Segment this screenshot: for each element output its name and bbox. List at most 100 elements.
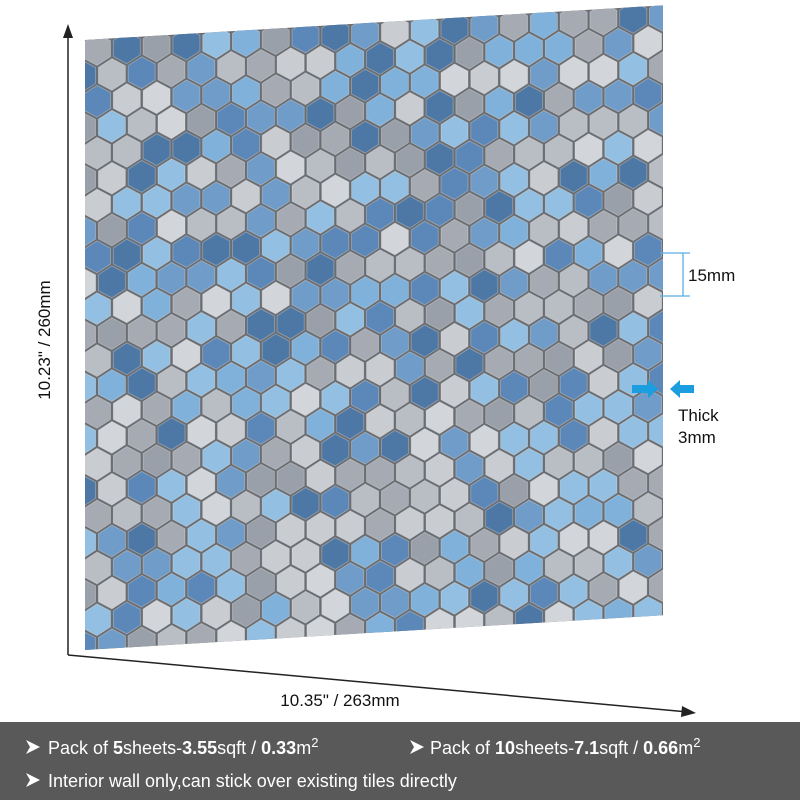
hex-tile: [246, 204, 275, 238]
hex-tile: [231, 24, 260, 57]
hex-tile: [97, 628, 126, 650]
text: 7.1: [574, 738, 599, 758]
hex-tile: [485, 242, 514, 276]
hex-tile: [425, 504, 454, 538]
hex-tile: [589, 54, 618, 88]
hex-tile: [515, 396, 543, 429]
hex-tile: [395, 506, 424, 540]
hex-tile: [306, 408, 335, 442]
hex-tile: [231, 335, 260, 369]
hex-tile: [172, 235, 201, 268]
hex-tile: [202, 285, 231, 318]
bullet: [26, 740, 40, 754]
hex-tile: [455, 347, 484, 381]
hex-tile: [544, 238, 573, 272]
hex-tile: [574, 340, 603, 374]
hex-tile: [544, 135, 573, 168]
hex-tile: [261, 488, 290, 522]
text: 10: [495, 738, 515, 758]
hex-tile: [425, 193, 454, 227]
hex-tile: [291, 435, 320, 469]
hex-tile: [604, 494, 633, 528]
hex-tile: [455, 88, 484, 122]
hex-tile: [261, 385, 290, 419]
hex-tile: [202, 25, 231, 59]
hex-tile: [351, 68, 380, 102]
hex-tile: [85, 111, 97, 145]
hex-tile: [336, 199, 365, 233]
superscript: 2: [693, 735, 700, 750]
hex-tile: [604, 27, 633, 61]
hex-tile: [559, 263, 588, 297]
hex-tile: [380, 170, 409, 204]
hex-tile: [97, 317, 126, 351]
hex-tile: [217, 569, 246, 603]
hex-tile: [410, 376, 439, 410]
hex-tile: [85, 396, 111, 429]
hex-tile: [395, 403, 424, 436]
hex-tile: [217, 258, 246, 292]
hex-tile: [500, 163, 529, 197]
hex-tile: [231, 179, 260, 213]
hex-tile: [455, 244, 484, 277]
hex-tile: [619, 571, 648, 604]
hex-tile: [574, 185, 603, 218]
hex-tile: [217, 50, 246, 84]
hex-tile: [276, 254, 305, 288]
hex-tile: [574, 133, 603, 167]
hex-tile: [366, 93, 394, 127]
hex-tile: [351, 17, 380, 50]
text: sqft /: [217, 738, 261, 758]
hex-tile: [515, 447, 543, 481]
hex-tile: [187, 52, 216, 86]
hex-tile: [589, 313, 618, 347]
hex-tile: [425, 90, 454, 124]
hex-tile: [291, 590, 320, 624]
hex-tile: [634, 25, 662, 59]
hex-tile: [246, 360, 275, 394]
hex-tile: [529, 6, 558, 40]
hex-tile: [559, 471, 588, 504]
hex-tile: [306, 149, 335, 183]
hex-tile: [470, 9, 499, 43]
hex-tile: [559, 108, 588, 141]
hex-tile: [559, 522, 588, 556]
hex-tile: [112, 31, 141, 65]
hex-tile: [395, 299, 424, 333]
hex-tile: [559, 315, 588, 349]
hex-tile: [276, 202, 305, 236]
hex-tile: [380, 533, 409, 567]
hex-tile: [306, 97, 335, 131]
hex-tile: [85, 474, 97, 508]
hex-tile: [85, 578, 97, 612]
hex-tile: [559, 211, 588, 245]
hex-tile: [500, 215, 529, 249]
hex-tile: [619, 104, 648, 138]
text: 3.55: [182, 738, 217, 758]
hex-tile: [425, 297, 454, 331]
hex-tile: [529, 524, 558, 558]
hex-tile: [217, 517, 246, 551]
hex-tile: [604, 183, 633, 217]
hex-tile: [127, 211, 156, 245]
hex-tile: [619, 415, 648, 449]
hex-tile: [187, 156, 216, 190]
hex-tile: [515, 33, 543, 66]
hex-tile: [246, 515, 275, 549]
text: Pack of: [430, 738, 495, 758]
hex-tile: [604, 79, 633, 113]
hex-tile: [589, 261, 618, 295]
hex-tile: [246, 49, 275, 82]
hex-tile: [142, 185, 171, 218]
hex-tile: [336, 406, 365, 440]
hex-tile: [97, 472, 126, 506]
hex-tile: [410, 531, 439, 565]
hex-tile: [395, 351, 424, 385]
hex-tile: [85, 292, 111, 326]
hex-tile: [470, 320, 499, 354]
hex-tile: [380, 326, 409, 360]
hex-tile: [112, 186, 141, 220]
hex-tile: [574, 81, 603, 115]
hex-tile: [306, 252, 335, 286]
hex-tile: [544, 186, 573, 220]
